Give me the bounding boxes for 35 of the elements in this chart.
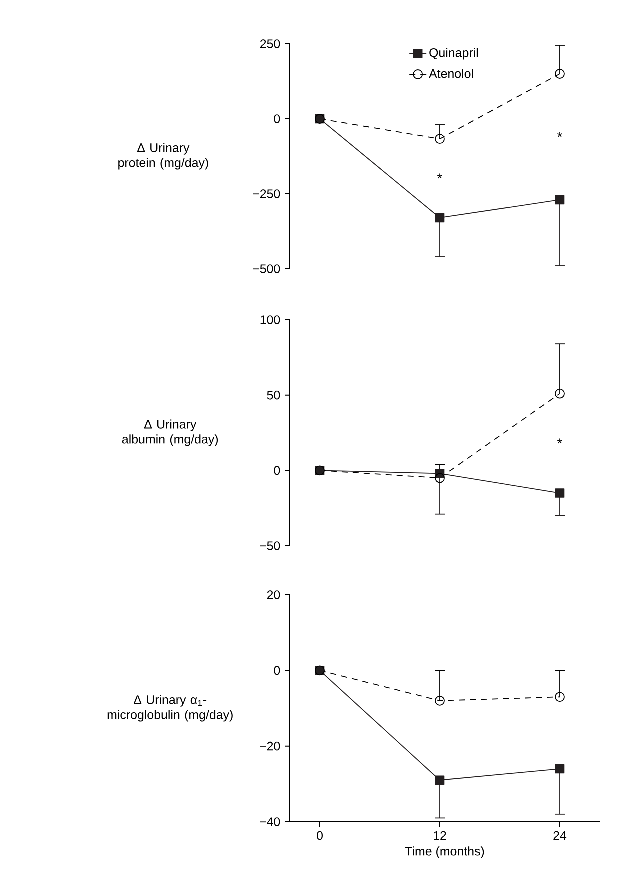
legend-label: Quinapril: [430, 48, 478, 60]
y-tick-label: −20: [260, 742, 280, 751]
legend-label: Atenolol: [429, 69, 474, 78]
x-tick-label: 0: [317, 831, 323, 840]
point: [435, 696, 445, 706]
point: [555, 692, 565, 702]
y-axis-title: Δ Urinary albumin (mg/day): [122, 420, 218, 446]
point: [555, 764, 565, 774]
y-tick-label: −250: [253, 190, 280, 198]
x-axis-title: Time (months): [405, 846, 484, 858]
y-tick-label: 50: [267, 390, 280, 400]
x-tick-label: 24: [554, 831, 567, 840]
y-tick-label: −40: [260, 818, 280, 826]
point: [555, 388, 565, 399]
point: [435, 776, 445, 786]
y-tick-label: 0: [274, 666, 280, 676]
annotation: *: [558, 132, 562, 138]
y-axis-title: Δ Urinary α$_{1}$-microglobulin (mg/day): [108, 695, 233, 722]
y-tick-label: 0: [274, 114, 280, 124]
point: [435, 213, 445, 223]
x-tick-label: 12: [434, 831, 446, 840]
y-tick-label: 20: [267, 590, 280, 600]
y-tick-label: −50: [260, 542, 280, 550]
point: [555, 69, 565, 79]
y-tick-label: 0: [274, 466, 280, 476]
y-tick-label: 250: [260, 40, 280, 48]
point: [435, 134, 445, 144]
y-axis-title: Δ Urinary protein (mg/day): [118, 143, 208, 170]
point: [555, 488, 565, 498]
y-tick-label: −500: [253, 264, 280, 274]
y-tick-label: 100: [260, 316, 280, 324]
annotation: *: [438, 174, 442, 179]
point: [435, 473, 445, 484]
annotation: *: [558, 438, 562, 444]
point: [555, 195, 565, 205]
